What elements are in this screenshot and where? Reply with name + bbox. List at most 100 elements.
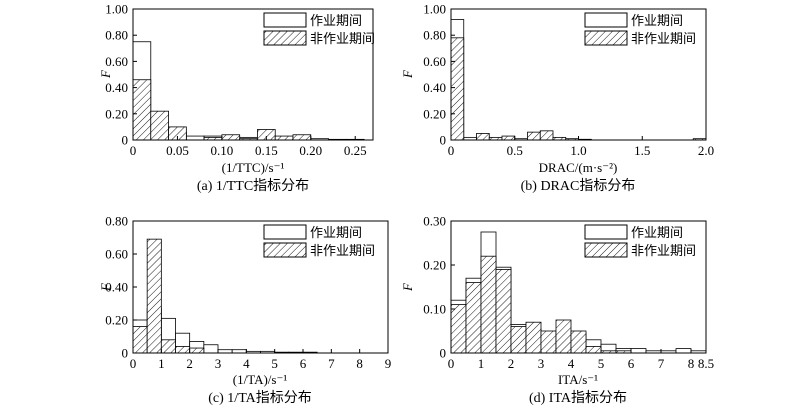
legend-label-work: 作业期间 <box>310 14 362 29</box>
panel-b: 0 0.5 1.0 1.5 2.0 0 0.20 0.40 0.60 0.80 1.00 F DRA… <box>400 2 714 195</box>
legend-label-work: 作业期间 <box>631 14 683 29</box>
x-tick-label: 2 <box>186 356 193 371</box>
legend-label-work: 作业期间 <box>631 226 683 241</box>
axes-b: 0 0.5 1.0 1.5 2.0 0 0.20 0.40 0.60 0.80 1.00 <box>423 2 714 159</box>
caption-a: (a) 1/TTC指标分布 <box>197 178 309 194</box>
legend-label-nonwork: 非作业期间 <box>310 32 375 47</box>
xlabel-c: (1/TA)/s⁻¹ <box>233 372 288 387</box>
caption-b: (b) DRAC指标分布 <box>521 178 636 194</box>
x-tick-label: 3 <box>215 356 222 371</box>
legend-b: 作业期间 非作业期间 <box>584 12 696 47</box>
bar-nonwork <box>465 282 482 354</box>
legend-label-nonwork: 非作业期间 <box>310 244 375 259</box>
bar-nonwork <box>160 339 176 354</box>
bar-nonwork <box>501 135 516 141</box>
y-tick-label: 0 <box>122 346 129 361</box>
axes-d: 0 1 2 3 4 5 6 7 8 8.5 0 0.10 0.20 0.30 <box>423 214 714 372</box>
x-tick-label: 0 <box>130 356 137 371</box>
x-tick-label: 1 <box>478 356 485 371</box>
bar-work <box>630 348 647 354</box>
y-tick-label: 0 <box>440 133 447 148</box>
legend-swatch-nonwork <box>263 242 307 258</box>
bar-nonwork <box>585 345 602 354</box>
bar-nonwork <box>132 79 152 141</box>
x-tick-label: 2.0 <box>698 143 714 158</box>
y-tick-label: 0.20 <box>105 313 128 328</box>
bar-nonwork <box>221 134 241 141</box>
legend-swatch-work <box>263 12 307 28</box>
bar-work <box>203 344 219 354</box>
y-tick-label: 0.40 <box>105 280 128 295</box>
x-tick-label: 0.10 <box>211 143 234 158</box>
x-tick-label: 7 <box>328 356 335 371</box>
bar-nonwork <box>146 238 162 354</box>
x-tick-label: 0.20 <box>299 143 322 158</box>
y-tick-label: 0.20 <box>105 106 128 121</box>
legend-swatch-work <box>263 224 307 240</box>
bar-nonwork <box>495 268 512 354</box>
ylabel-d: F <box>400 282 415 292</box>
caption-d: (d) ITA指标分布 <box>529 390 627 406</box>
xlabel-b: DRAC/(m·s⁻²) <box>539 160 618 175</box>
bar-nonwork <box>525 321 542 354</box>
panel-a: 0 0.05 0.10 0.15 0.20 0.25 0 0.20 0.40 0.60 0.80 1.… <box>98 2 375 195</box>
x-tick-label: 5 <box>271 356 278 371</box>
plot-frame-a <box>132 8 374 141</box>
panel-c: 0 1 2 3 4 5 6 7 8 9 0 0.20 0.40 0.60 0.80 F (1/TA)/s⁻¹… <box>98 214 391 406</box>
axes-c: 0 1 2 3 4 5 6 7 8 9 0 0.20 0.40 0.60 0.80 <box>105 214 391 372</box>
legend-a: 作业期间 非作业期间 <box>263 12 375 47</box>
bars-d <box>450 231 707 354</box>
bar-nonwork <box>175 345 191 354</box>
x-tick-label: 9 <box>385 356 392 371</box>
x-tick-label: 6 <box>628 356 635 371</box>
x-tick-label: 0 <box>448 356 455 371</box>
bar-nonwork <box>274 135 294 141</box>
xlabel-a: (1/TTC)/s⁻¹ <box>222 160 285 175</box>
y-tick-label: 0.10 <box>423 302 446 317</box>
x-tick-label: 2 <box>508 356 515 371</box>
legend-swatch-work <box>584 224 628 240</box>
bar-nonwork <box>527 131 541 141</box>
x-tick-label: 0 <box>130 143 137 158</box>
bar-nonwork <box>476 133 490 141</box>
y-tick-label: 0.40 <box>423 80 446 95</box>
bar-nonwork <box>480 255 497 354</box>
legend-swatch-nonwork <box>584 242 628 258</box>
bar-nonwork <box>510 326 527 354</box>
legend-label-work: 作业期间 <box>310 226 362 241</box>
legend-d: 作业期间 非作业期间 <box>584 224 696 259</box>
x-tick-label: 4 <box>243 356 250 371</box>
legend-label-nonwork: 非作业期间 <box>631 244 696 259</box>
y-tick-label: 0.60 <box>105 54 128 69</box>
bar-nonwork <box>292 134 312 141</box>
axes-a: 0 0.05 0.10 0.15 0.20 0.25 0 0.20 0.40 0.60 0.80 1.… <box>105 2 366 159</box>
y-tick-label: 0.20 <box>423 106 446 121</box>
x-tick-label: 1.0 <box>570 143 586 158</box>
x-tick-label: 4 <box>568 356 575 371</box>
bar-nonwork <box>189 347 205 354</box>
bar-nonwork <box>570 330 587 354</box>
bar-nonwork <box>555 319 572 354</box>
x-tick-label: 5 <box>598 356 605 371</box>
caption-c: (c) 1/TA指标分布 <box>208 390 311 406</box>
y-tick-label: 0.80 <box>105 28 128 43</box>
x-tick-label: 0.5 <box>507 143 523 158</box>
y-tick-label: 0.40 <box>105 80 128 95</box>
panel-d: 0 1 2 3 4 5 6 7 8 8.5 0 0.10 0.20 0.30 F ITA/s⁻¹ (d) … <box>400 214 714 406</box>
y-tick-label: 1.00 <box>105 2 128 17</box>
ylabel-a: F <box>98 69 113 79</box>
x-tick-label: 0.15 <box>255 143 278 158</box>
y-tick-label: 0.80 <box>423 28 446 43</box>
x-tick-label: 1 <box>158 356 165 371</box>
ylabel-b: F <box>400 69 415 79</box>
y-tick-label: 0 <box>440 346 447 361</box>
ylabel-c: F <box>98 282 113 292</box>
x-tick-label: 3 <box>538 356 545 371</box>
bar-nonwork <box>539 130 554 141</box>
xlabel-d: ITA/s⁻¹ <box>558 372 598 387</box>
legend-swatch-work <box>584 12 628 28</box>
x-tick-label: 0.05 <box>166 143 189 158</box>
x-tick-label: 8.5 <box>698 356 714 371</box>
y-tick-label: 0.80 <box>105 214 128 229</box>
